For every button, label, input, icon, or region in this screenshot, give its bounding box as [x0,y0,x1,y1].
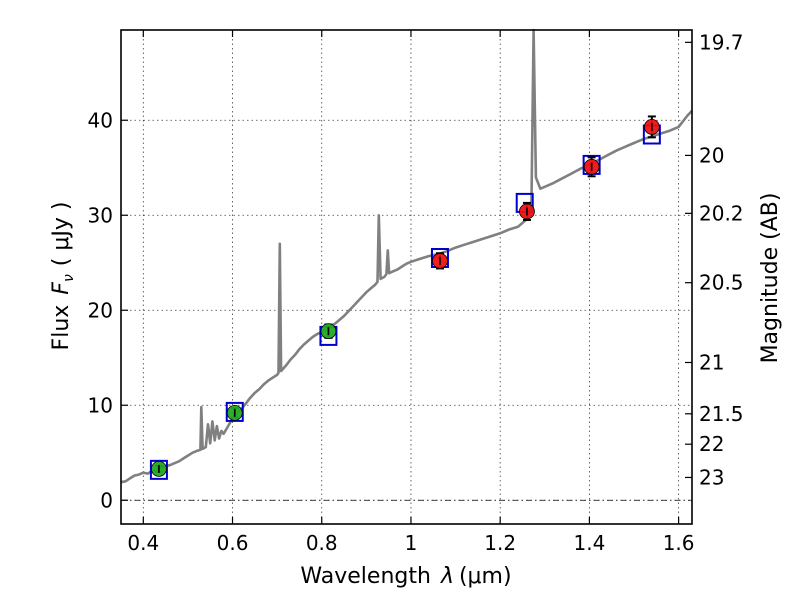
y2-tick-label: 20.5 [699,271,744,295]
y2-tick-label: 22 [699,432,724,456]
x-tick-label: 0.4 [127,531,159,555]
y2-tick-label: 19.7 [699,30,744,54]
grid-lines [121,30,692,524]
x-tick-label: 1 [405,531,418,555]
y2-axis-title: Magnitude (AB) [758,193,783,364]
y-tick-label: 20 [88,298,113,322]
x-tick-label: 0.8 [306,531,338,555]
y2-tick-label: 23 [699,465,724,489]
y-tick-label: 10 [88,393,113,417]
spectrum-line [120,28,693,484]
y-tick-labels: 0 10 20 30 40 [88,108,113,512]
y-tick-label: 40 [88,108,113,132]
axis-ticks [121,30,692,524]
model-box [149,459,168,480]
y2-tick-label: 20 [699,143,724,167]
x-tick-labels: 0.4 0.6 0.8 1 1.2 1.4 1.6 [127,531,694,555]
y-tick-label: 30 [88,203,113,227]
x-tick-label: 1.6 [663,531,695,555]
y2-tick-label: 21.5 [699,402,744,426]
y2-tick-label: 21 [699,351,724,375]
x-tick-label: 0.6 [217,531,249,555]
y2-tick-label: 20.2 [699,201,744,225]
observed-photometry-points [151,115,660,477]
x-tick-label: 1.2 [484,531,516,555]
model-box [225,401,244,422]
x-axis-title: Wavelength λ (μm) [300,564,511,589]
x-tick-label: 1.4 [573,531,605,555]
y-axis-title: FluxFν( μJy ) [49,202,77,351]
y2-tick-labels: 19.7 20 20.2 20.5 21 21.5 22 23 [699,30,744,489]
plot-frame [120,29,693,525]
y-tick-label: 0 [100,488,113,512]
